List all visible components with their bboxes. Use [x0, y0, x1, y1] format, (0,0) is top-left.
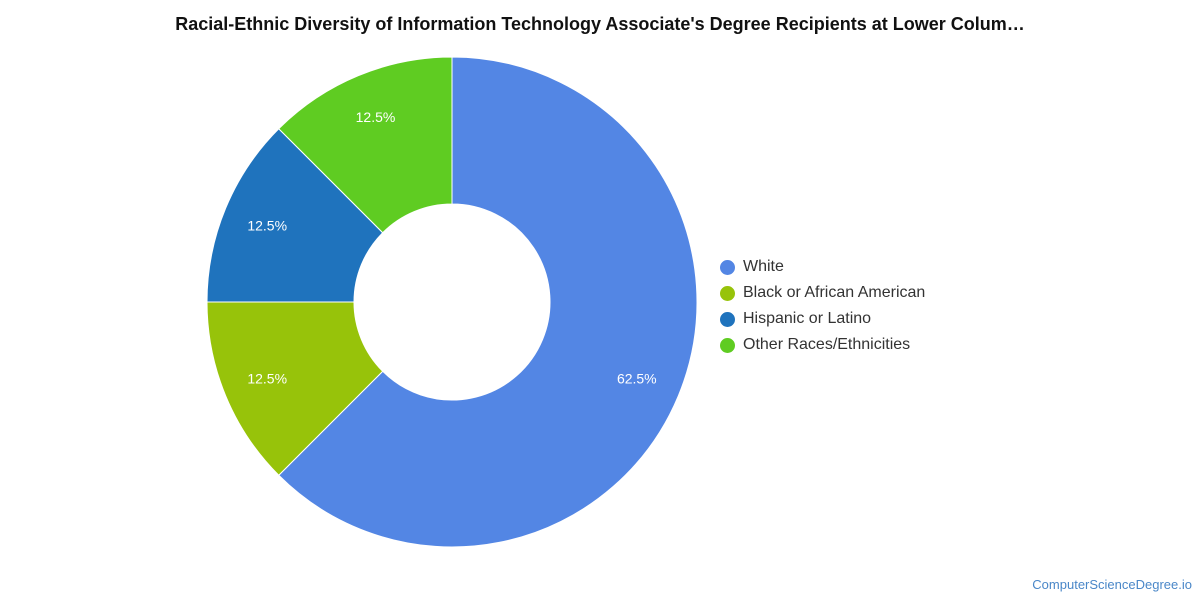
legend-item[interactable]: Black or African American [720, 280, 925, 306]
slice-label: 12.5% [247, 218, 287, 234]
source-credit[interactable]: ComputerScienceDegree.io [1032, 577, 1192, 592]
legend-item[interactable]: Hispanic or Latino [720, 306, 925, 332]
slice-black-or-african-american[interactable] [206, 301, 384, 476]
legend-swatch [720, 311, 735, 327]
slice-hispanic-or-latino[interactable] [206, 128, 384, 303]
legend-swatch [720, 285, 735, 301]
slice-label: 12.5% [247, 371, 287, 387]
legend-swatch [720, 337, 735, 353]
chart-title: Racial-Ethnic Diversity of Information T… [175, 14, 1025, 34]
legend-swatch [720, 259, 735, 275]
legend-label: Black or African American [743, 284, 926, 301]
legend-label: Other Races/Ethnicities [743, 336, 911, 353]
legend-label: Hispanic or Latino [743, 310, 872, 327]
legend-label: White [743, 258, 784, 275]
legend: White Black or African American Hispanic o… [720, 254, 925, 358]
legend-item[interactable]: White [720, 254, 925, 280]
slice-white[interactable] [278, 56, 698, 548]
slice-other-races-ethnicities[interactable] [278, 56, 453, 234]
slice-label: 12.5% [356, 109, 396, 125]
slice-label: 62.5% [617, 371, 657, 387]
legend-item[interactable]: Other Races/Ethnicities [720, 332, 925, 358]
